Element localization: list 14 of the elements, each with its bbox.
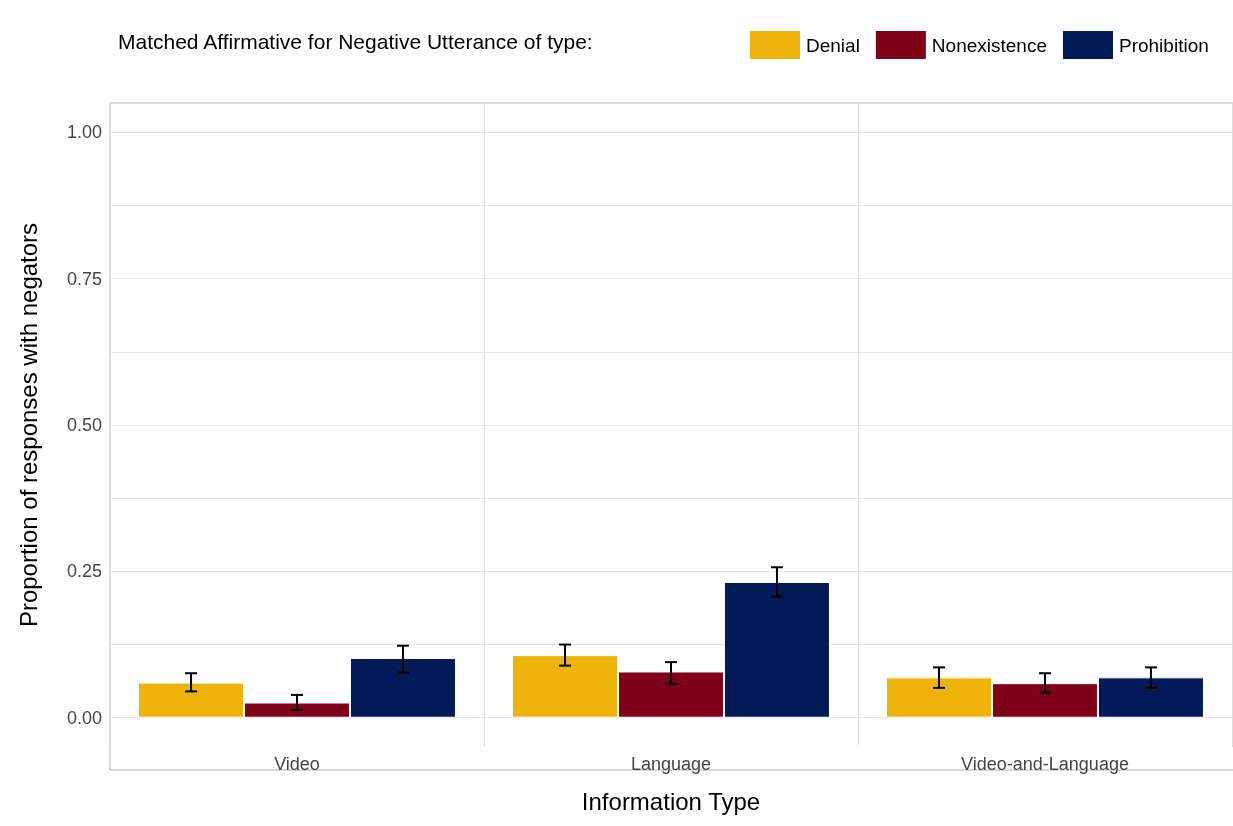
legend-label: Prohibition xyxy=(1118,34,1209,56)
y-tick-label: 0.00 xyxy=(66,707,102,728)
y-tick-label: 0.25 xyxy=(66,561,102,582)
y-axis-title: Proportion of responses with negators xyxy=(14,222,42,628)
y-tick-label: 0.75 xyxy=(66,268,102,289)
x-tick-label: Language xyxy=(630,754,712,774)
x-tick-label: Video-and-Language xyxy=(961,754,1129,774)
legend-label: Nonexistence xyxy=(931,34,1047,56)
legend-label: Denial xyxy=(806,34,860,56)
legend-title: Matched Affirmative for Negative Utterance of type: xyxy=(118,30,593,53)
y-tick-label: 0.50 xyxy=(66,415,102,435)
x-tick-label: Video xyxy=(274,754,320,774)
x-axis-title: Information Type xyxy=(581,787,761,815)
y-tick-label: 1.00 xyxy=(66,122,102,143)
